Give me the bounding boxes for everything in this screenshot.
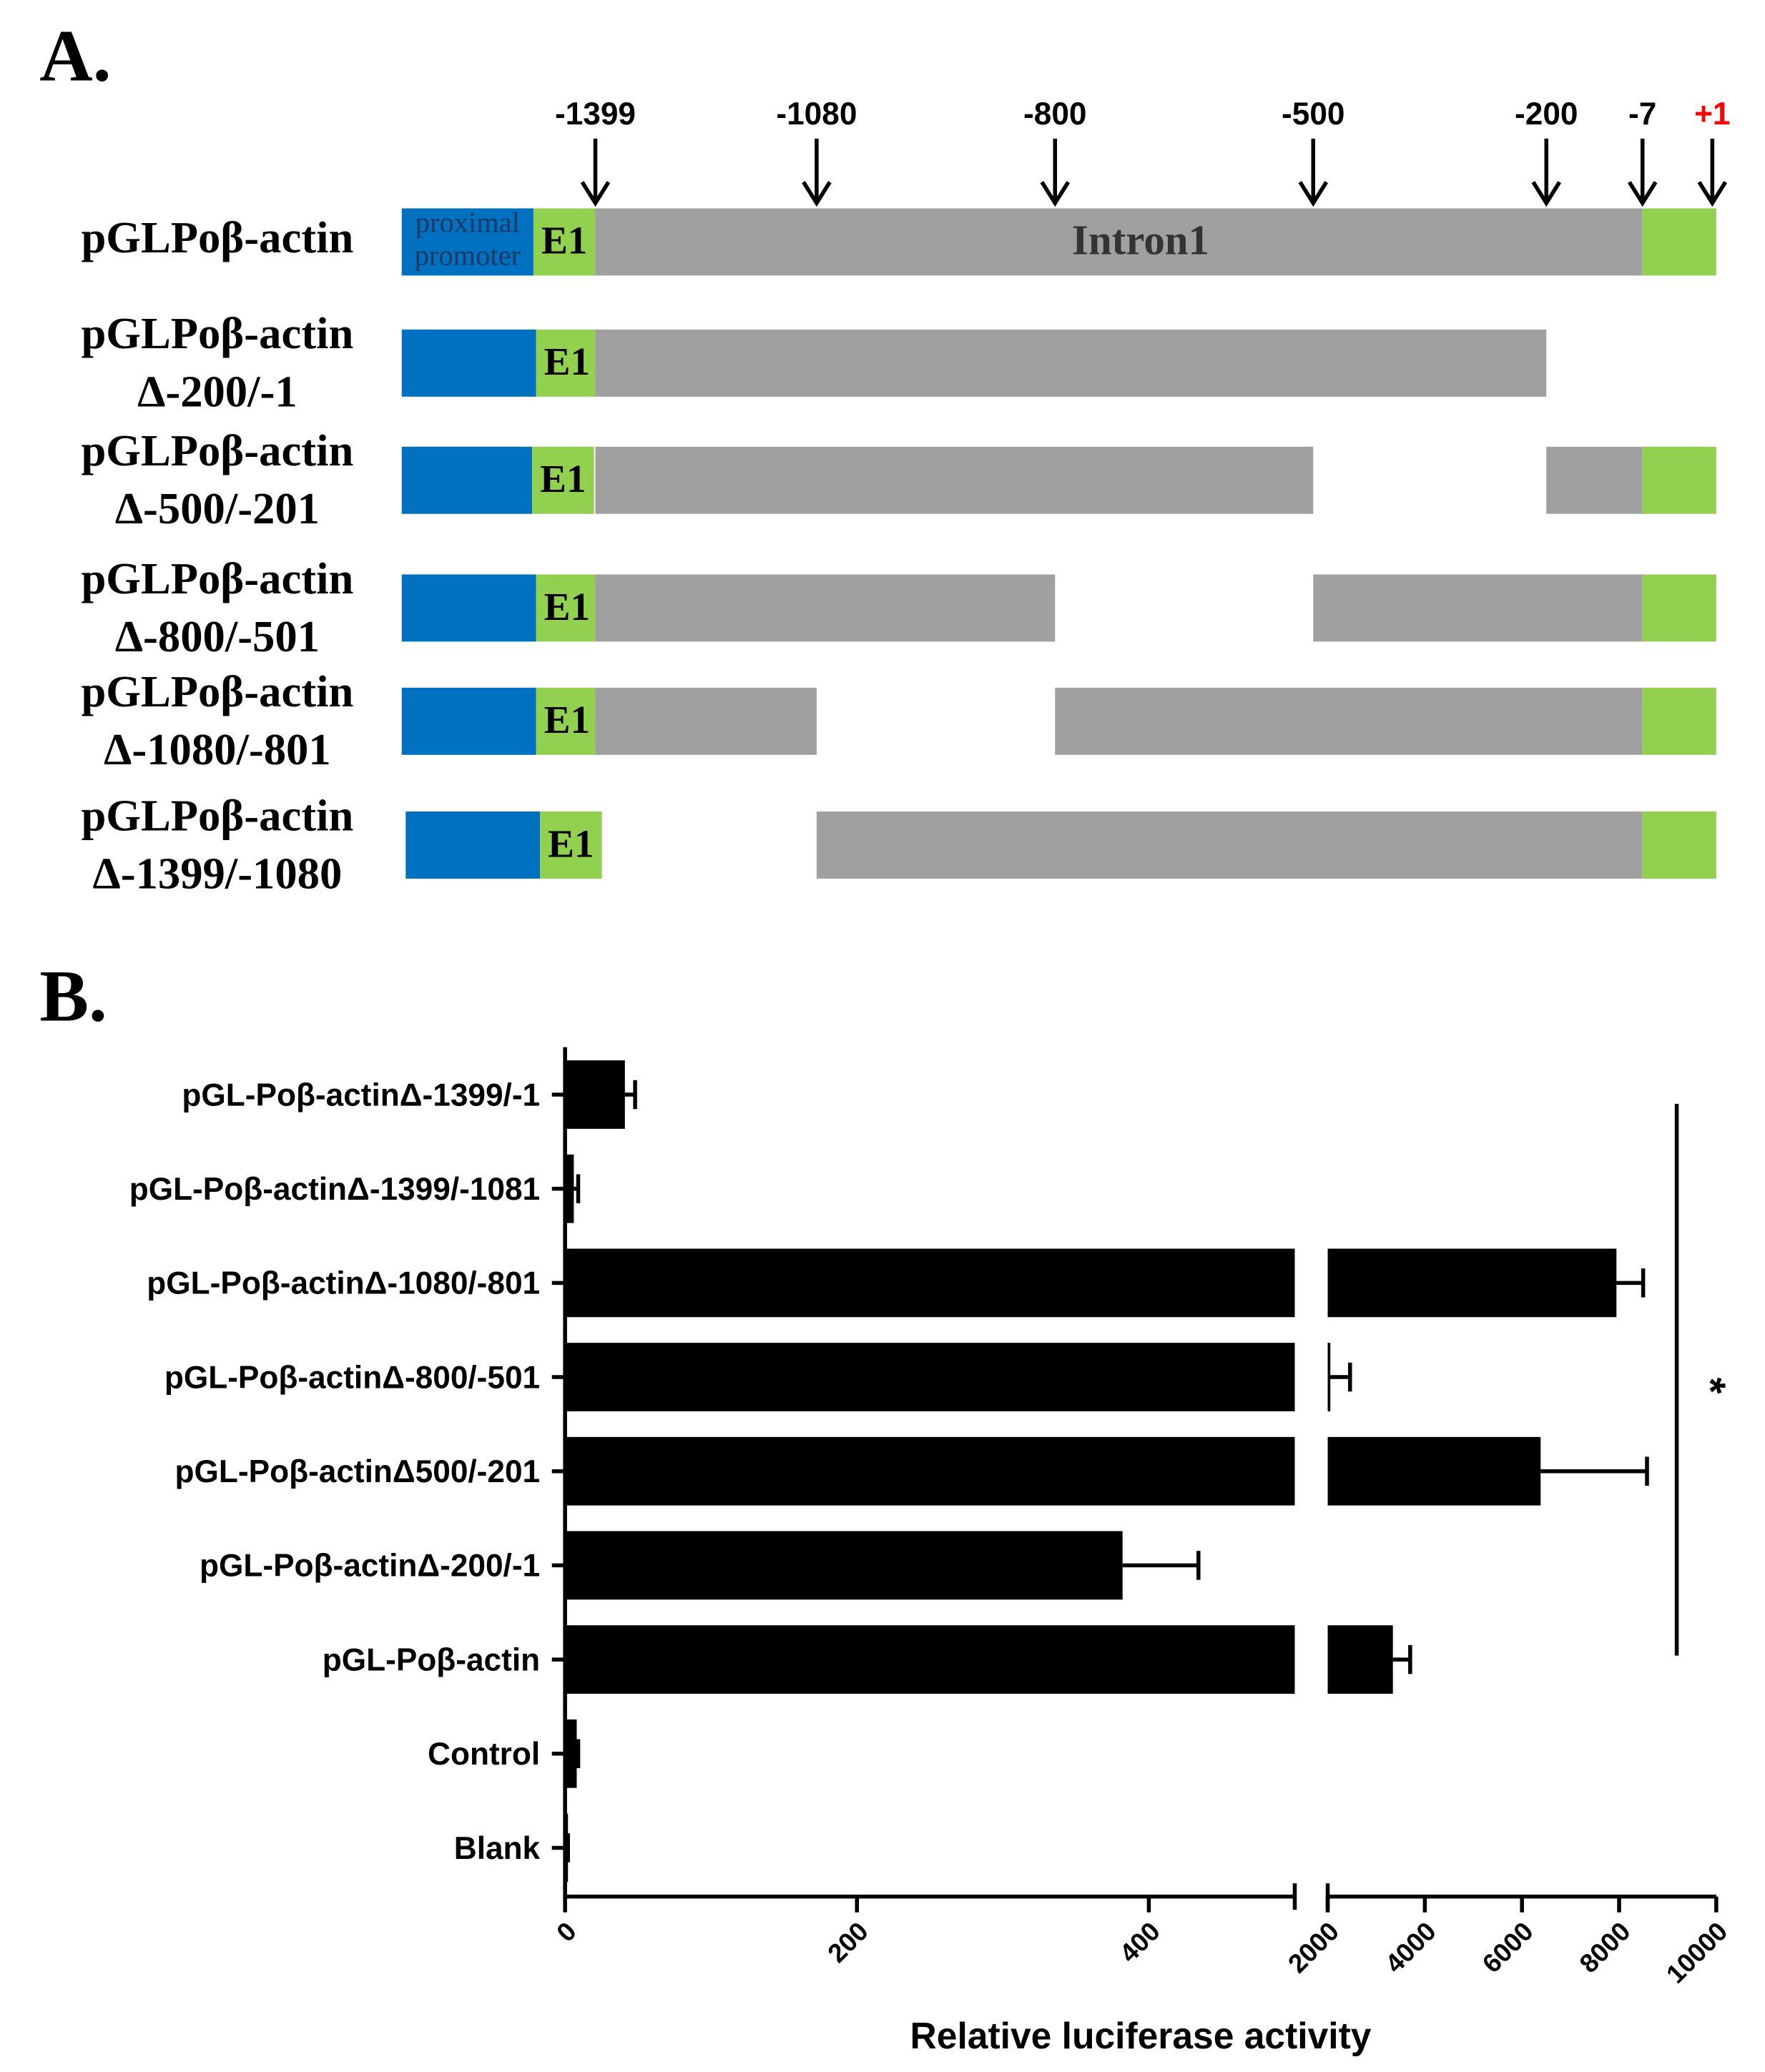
exon-block xyxy=(536,329,599,397)
intron-block xyxy=(595,574,1056,642)
promoter-block xyxy=(405,811,541,879)
promoter-label: promoter xyxy=(415,240,521,272)
position-label: -1080 xyxy=(776,97,857,132)
construct-name: pGLPoβ-actin xyxy=(81,666,353,716)
exon-block xyxy=(1642,208,1716,276)
x-tick-label: 2000 xyxy=(1282,1916,1344,1978)
y-tick-label: pGL-Poβ-actinΔ-1399/-1081 xyxy=(129,1172,540,1207)
exon-label: E1 xyxy=(544,585,590,628)
promoter-block xyxy=(401,208,534,276)
intron-block xyxy=(1546,446,1643,514)
significance-label: * xyxy=(1686,1378,1733,1394)
construct-name: pGLPoβ-actin xyxy=(81,212,353,262)
construct-name: pGLPoβ-actin xyxy=(81,425,353,475)
bar xyxy=(565,1436,1295,1506)
bar xyxy=(565,1531,1123,1600)
panel-label: B. xyxy=(39,956,107,1037)
promoter-label: proximal xyxy=(416,207,520,239)
exon-label: E1 xyxy=(541,219,587,262)
exon-block xyxy=(1642,446,1716,514)
x-axis-title: Relative luciferase activity xyxy=(910,2015,1372,2056)
arrow-head xyxy=(1040,181,1071,207)
x-tick-label: 0 xyxy=(551,1916,581,1947)
arrow-head xyxy=(1298,181,1329,207)
bar xyxy=(1327,1343,1331,1411)
exon-block xyxy=(532,446,594,514)
promoter-block xyxy=(401,687,536,755)
x-tick-label: 4000 xyxy=(1380,1916,1442,1978)
bar xyxy=(565,1719,577,1788)
position-label: -1399 xyxy=(555,97,636,132)
x-tick-label: 10000 xyxy=(1661,1916,1733,1988)
x-tick-label: 8000 xyxy=(1574,1916,1636,1978)
arrow-head xyxy=(1697,181,1728,207)
construct-name: Δ-1080/-801 xyxy=(104,724,330,774)
exon-block xyxy=(536,687,599,755)
intron-label: Intron1 xyxy=(1072,217,1209,264)
construct-name: pGLPoβ-actin xyxy=(81,553,353,603)
exon-label: E1 xyxy=(548,822,594,865)
bar xyxy=(565,1343,1295,1411)
exon-block xyxy=(533,208,596,276)
intron-block xyxy=(1055,687,1643,755)
intron-block xyxy=(595,208,1643,276)
exon-label: E1 xyxy=(544,340,590,383)
promoter-block xyxy=(401,446,533,514)
bar xyxy=(1327,1248,1617,1318)
arrow-head xyxy=(1531,181,1562,207)
y-tick-label: pGL-Poβ-actinΔ-1080/-801 xyxy=(147,1266,540,1301)
arrow-head xyxy=(802,181,832,207)
panel-label: A. xyxy=(39,16,111,97)
y-tick-label: Blank xyxy=(454,1831,541,1866)
position-label: -800 xyxy=(1023,97,1086,132)
position-label: -7 xyxy=(1628,97,1656,132)
y-tick-label: Control xyxy=(428,1737,540,1772)
y-tick-label: pGL-Poβ-actinΔ-1399/-1 xyxy=(182,1077,540,1113)
exon-block xyxy=(536,574,599,642)
intron-block xyxy=(1313,574,1643,642)
construct-name: Δ-1399/-1080 xyxy=(92,848,342,898)
bar xyxy=(565,1154,574,1223)
position-label: -500 xyxy=(1282,97,1344,132)
position-label: -200 xyxy=(1515,97,1578,132)
bar xyxy=(1327,1436,1541,1506)
arrow-head xyxy=(580,181,611,207)
x-tick-label: 6000 xyxy=(1477,1916,1539,1978)
construct-name: pGLPoβ-actin xyxy=(81,790,353,840)
intron-block xyxy=(595,329,1547,397)
bar xyxy=(565,1248,1295,1318)
exon-block xyxy=(1642,811,1716,879)
y-tick-label: pGL-Poβ-actinΔ-200/-1 xyxy=(200,1549,540,1584)
construct-name: Δ-200/-1 xyxy=(137,366,298,416)
y-tick-label: pGL-Poβ-actinΔ500/-201 xyxy=(175,1454,541,1489)
position-label: +1 xyxy=(1694,97,1730,132)
exon-label: E1 xyxy=(540,457,586,500)
promoter-block xyxy=(401,574,536,642)
bar xyxy=(565,1060,625,1129)
exon-block xyxy=(1642,687,1716,755)
exon-block xyxy=(1642,574,1716,642)
construct-name: Δ-500/-201 xyxy=(115,483,320,533)
arrow-head xyxy=(1627,181,1658,207)
x-tick-label: 200 xyxy=(822,1916,873,1968)
intron-block xyxy=(595,446,1314,514)
x-tick-label: 400 xyxy=(1114,1916,1166,1968)
intron-block xyxy=(595,687,817,755)
intron-block xyxy=(816,811,1643,879)
promoter-block xyxy=(401,329,536,397)
bar xyxy=(565,1625,1295,1694)
exon-block xyxy=(540,811,602,879)
construct-name: Δ-800/-501 xyxy=(115,611,320,661)
exon-label: E1 xyxy=(544,698,590,741)
y-tick-label: pGL-Poβ-actinΔ-800/-501 xyxy=(164,1360,540,1395)
bar xyxy=(1327,1625,1393,1694)
y-tick-label: pGL-Poβ-actin xyxy=(323,1642,540,1677)
construct-name: pGLPoβ-actin xyxy=(81,308,353,358)
